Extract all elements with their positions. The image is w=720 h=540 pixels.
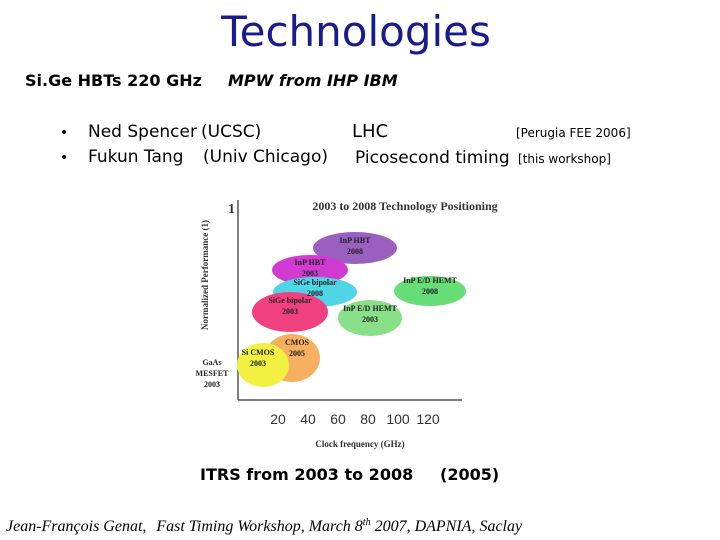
region-label: InP E/D HEMT <box>403 276 457 285</box>
region-label: MESFET <box>196 369 230 378</box>
slide-title: Technologies <box>220 7 491 56</box>
region-label: CMOS <box>285 338 310 347</box>
footer-superscript: th <box>363 517 371 528</box>
region-label: SiGe bipolar <box>268 296 312 305</box>
bullet-person: Fukun Tang <box>88 147 183 167</box>
figure-y-tick: 1 <box>228 202 235 217</box>
region-label: GaAs <box>202 358 221 367</box>
footer-event: Fast Timing Workshop, March 8 <box>155 518 362 535</box>
region-label: 2008 <box>347 247 363 256</box>
region-label: 2005 <box>289 349 305 358</box>
region-label: 2008 <box>422 287 438 296</box>
region-blob <box>237 343 289 387</box>
figure-x-tick: 40 <box>300 411 316 427</box>
application-reference: [this workshop] <box>518 152 611 166</box>
region-label: InP HBT <box>340 236 372 245</box>
region-label: InP HBT <box>295 258 327 267</box>
bullet-affiliation: (UCSC) <box>201 122 261 142</box>
figure-x-label: Clock frequency (GHz) <box>315 439 404 449</box>
region-blob <box>338 300 402 336</box>
region-blob <box>252 292 328 332</box>
application-reference: [Perugia FEE 2006] <box>516 126 631 140</box>
figure-date: (2005) <box>440 465 499 484</box>
figure-x-tick: 60 <box>330 411 346 427</box>
region-label: 2003 <box>362 315 378 324</box>
bullet: • <box>60 150 68 166</box>
bullet-affiliation: (Univ Chicago) <box>203 147 328 167</box>
subtitle-left: Si.Ge HBTs 220 GHz <box>25 71 202 90</box>
region-label: 2003 <box>302 269 318 278</box>
region-label: 2003 <box>250 359 266 368</box>
bullet: • <box>60 125 68 141</box>
figure: 2003 to 2008 Technology Positioning Norm… <box>196 199 498 449</box>
region-blob <box>394 276 466 306</box>
figure-y-label: Normalized Performance (1) <box>200 220 210 330</box>
region-label: 2003 <box>282 307 298 316</box>
bullet-person: Ned Spencer <box>88 122 197 142</box>
figure-x-tick: 100 <box>386 411 410 427</box>
region-label: 2003 <box>204 380 220 389</box>
region-blob <box>272 255 348 285</box>
application-label: LHC <box>352 121 388 142</box>
footer: Jean-François Genat, Fast Timing Workshop… <box>6 517 523 535</box>
figure-x-tick: 120 <box>416 411 440 427</box>
figure-caption: ITRS from 2003 to 2008 <box>200 465 413 484</box>
figure-x-tick: 20 <box>270 411 286 427</box>
footer-author: Jean-François Genat, <box>6 518 146 535</box>
footer-rest: 2007, DAPNIA, Saclay <box>371 518 523 535</box>
region-blob <box>313 232 397 264</box>
region-label: InP E/D HEMT <box>343 304 397 313</box>
region-label: Si CMOS <box>242 348 275 357</box>
figure-x-tick: 80 <box>360 411 376 427</box>
region-label: SiGe bipolar <box>293 278 337 287</box>
figure-title: 2003 to 2008 Technology Positioning <box>312 199 497 213</box>
region-label: 2008 <box>307 289 323 298</box>
application-label: Picosecond timing <box>355 148 510 168</box>
subtitle-right: MPW from IHP IBM <box>228 71 398 90</box>
